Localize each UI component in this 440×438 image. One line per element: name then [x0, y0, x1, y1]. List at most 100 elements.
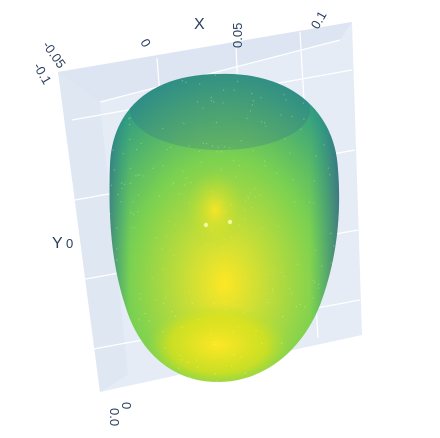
point: [312, 279, 314, 282]
point: [135, 175, 137, 177]
point: [188, 145, 191, 147]
point: [232, 330, 235, 333]
point: [129, 167, 131, 170]
point: [274, 271, 276, 273]
z-tick-label: 0: [119, 402, 134, 409]
point: [248, 197, 250, 200]
scene-wall-top: [58, 22, 352, 102]
point: [170, 184, 173, 187]
point: [130, 226, 132, 229]
point: [313, 202, 315, 204]
point: [155, 299, 157, 301]
point: [230, 236, 232, 239]
nostril-right: [227, 219, 233, 225]
point: [139, 174, 141, 176]
point: [178, 193, 180, 195]
point: [112, 149, 114, 151]
point: [241, 256, 243, 258]
point: [240, 140, 242, 142]
point: [197, 366, 199, 368]
point: [130, 212, 132, 214]
point: [137, 194, 140, 196]
point: [249, 110, 252, 112]
point: [300, 128, 302, 130]
point: [215, 233, 217, 235]
point: [238, 224, 240, 226]
point: [135, 148, 138, 151]
point: [162, 127, 164, 130]
point: [222, 247, 224, 249]
point: [173, 224, 175, 227]
point: [330, 344, 332, 346]
point: [183, 122, 185, 125]
point: [315, 155, 317, 157]
point: [263, 160, 266, 162]
point: [172, 254, 175, 257]
point: [284, 138, 286, 140]
point: [265, 125, 267, 128]
z-axis-ticks: 0.0 0: [107, 402, 134, 426]
point: [327, 167, 329, 169]
point: [263, 122, 266, 124]
point: [213, 302, 215, 304]
point: [244, 210, 246, 212]
point: [162, 268, 164, 270]
point: [210, 227, 212, 229]
point: [306, 373, 309, 375]
point: [181, 170, 184, 173]
point: [207, 290, 210, 292]
point: [266, 292, 268, 294]
point: [214, 74, 217, 76]
point: [116, 227, 118, 229]
point: [234, 380, 237, 382]
point: [230, 204, 233, 206]
point: [205, 143, 208, 145]
point: [124, 183, 126, 185]
point: [260, 97, 262, 99]
point: [321, 265, 323, 267]
point: [283, 275, 286, 278]
point: [196, 359, 198, 361]
point: [220, 169, 222, 171]
point: [137, 174, 139, 176]
point: [213, 209, 215, 211]
point: [308, 201, 311, 204]
point: [214, 373, 217, 375]
point: [216, 151, 218, 153]
point: [186, 177, 188, 179]
point: [212, 101, 215, 103]
point: [214, 343, 216, 346]
point: [247, 195, 249, 198]
point: [271, 289, 274, 291]
point: [252, 150, 254, 152]
point: [267, 301, 269, 304]
point: [223, 291, 226, 293]
point: [199, 83, 201, 85]
point: [276, 172, 278, 174]
point: [314, 281, 316, 283]
point: [288, 288, 291, 290]
point: [177, 383, 178, 384]
point: [252, 100, 255, 102]
point: [244, 278, 246, 280]
point: [162, 302, 165, 305]
point: [332, 350, 334, 352]
point: [140, 142, 142, 145]
point: [110, 184, 113, 187]
point: [167, 220, 169, 222]
point: [133, 227, 136, 229]
point: [271, 288, 274, 290]
point: [283, 94, 285, 96]
point: [172, 182, 175, 184]
point: [210, 100, 213, 102]
point: [152, 167, 154, 169]
x-tick-label: 0.05: [230, 23, 245, 48]
point: [281, 271, 283, 274]
face-point-cloud: [109, 73, 340, 384]
point: [330, 262, 332, 264]
point: [137, 211, 139, 213]
point: [117, 193, 119, 196]
point: [329, 174, 331, 176]
